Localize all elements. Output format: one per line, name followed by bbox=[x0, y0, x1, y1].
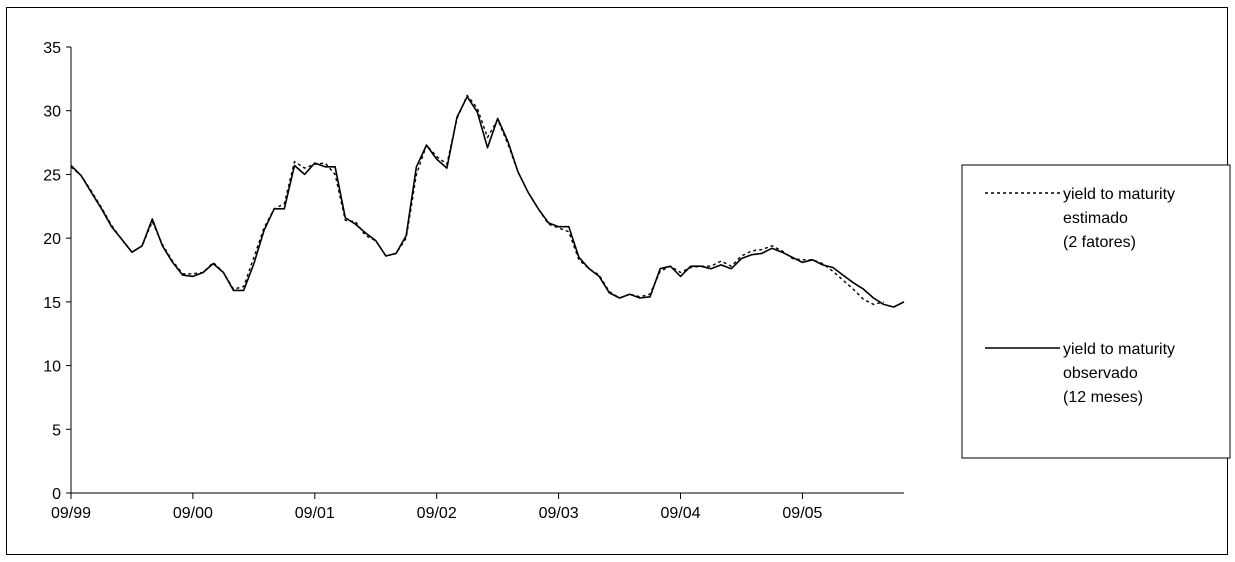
y-tick-label: 20 bbox=[43, 231, 61, 248]
y-tick-label: 30 bbox=[43, 104, 61, 121]
y-tick-label: 25 bbox=[43, 167, 61, 184]
x-tick-label: 09/01 bbox=[295, 505, 335, 522]
x-tick-label: 09/05 bbox=[782, 505, 822, 522]
legend-label: observado bbox=[1063, 365, 1138, 382]
legend-label: yield to maturity bbox=[1063, 186, 1175, 203]
y-tick-label: 0 bbox=[52, 486, 61, 503]
y-tick-label: 35 bbox=[43, 40, 61, 57]
y-tick-label: 5 bbox=[52, 422, 61, 439]
plot-area: 0 5 10 15 20 25 30 35 09/99 09/00 09/01 09/02 09/03 0… bbox=[43, 40, 905, 522]
legend-entry-observado: yield to maturity observado (12 meses) bbox=[985, 341, 1175, 406]
series-line-estimado bbox=[70, 94, 884, 306]
legend-label: (12 meses) bbox=[1063, 389, 1143, 406]
y-tick-label: 15 bbox=[43, 295, 61, 312]
y-tick-label: 10 bbox=[43, 359, 61, 376]
x-tick-label: 09/00 bbox=[173, 505, 213, 522]
x-tick-label: 09/04 bbox=[660, 505, 700, 522]
x-tick-label: 09/99 bbox=[51, 505, 91, 522]
series-line-observado bbox=[70, 95, 905, 308]
legend-label: (2 fatores) bbox=[1063, 234, 1136, 251]
legend-entry-estimado: yield to maturity estimado (2 fatores) bbox=[985, 186, 1175, 251]
legend-box bbox=[961, 164, 1231, 459]
x-tick-label: 09/02 bbox=[417, 505, 457, 522]
legend-label: estimado bbox=[1063, 210, 1128, 227]
x-tick-label: 09/03 bbox=[539, 505, 579, 522]
legend-label: yield to maturity bbox=[1063, 341, 1175, 358]
